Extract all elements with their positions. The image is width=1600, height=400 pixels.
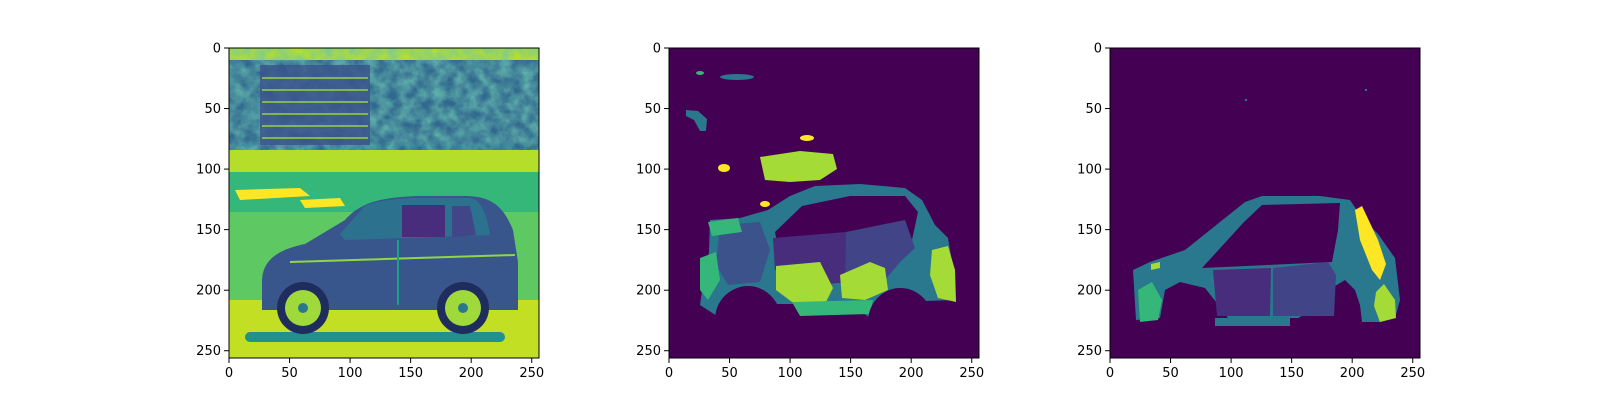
- gt-door-front: [1213, 268, 1271, 316]
- x-tick-label: 50: [721, 366, 738, 381]
- image-panel-prediction: 0 50 100 150 200 250 0 50 100 150 200 250: [636, 42, 984, 382]
- x-tick-label: 150: [1279, 366, 1304, 381]
- photo-hub-rear: [458, 303, 468, 313]
- y-tick-label: 150: [196, 223, 221, 238]
- x-tick-label: 200: [1340, 366, 1365, 381]
- pred-blob: [760, 201, 770, 207]
- gt-speck: [1365, 89, 1367, 91]
- y-tick-label: 250: [636, 344, 661, 359]
- photo-car-window-2: [402, 205, 445, 237]
- pred-wheel-arch-front: [715, 286, 782, 358]
- y-tick-label: 200: [636, 284, 661, 299]
- photo-car-window-1: [355, 206, 395, 236]
- y-tick-label: 200: [196, 284, 221, 299]
- image-panel-photo: 0 50 100 150 200 250 0 50 100 150 200 250: [196, 42, 544, 382]
- pred-front-fender: [700, 252, 720, 300]
- y-tick-label: 150: [636, 223, 661, 238]
- gt-speck: [1245, 99, 1247, 101]
- pred-lower-1: [776, 262, 833, 302]
- x-tick-label: 250: [959, 366, 984, 381]
- pred-sill: [792, 300, 873, 316]
- photo-waterfront: [229, 150, 539, 172]
- pred-blob: [720, 74, 754, 80]
- prediction-heatmap: [669, 48, 979, 358]
- gt-yellow-pillar: [1355, 206, 1386, 280]
- pred-car-left: [716, 222, 770, 285]
- axes-frame: [228, 47, 540, 359]
- gt-front-fender: [1138, 282, 1162, 322]
- x-tick-label: 100: [778, 366, 803, 381]
- gt-rear-fender: [1374, 284, 1396, 322]
- y-tick-label: 0: [213, 42, 221, 57]
- y-tick-label: 50: [204, 102, 221, 117]
- x-tick-label: 200: [459, 366, 484, 381]
- photo-shadow: [245, 332, 505, 342]
- image-panel-ground-truth: 0 50 100 150 200 250 0 50 100 150 200 250: [1077, 42, 1425, 382]
- gt-mirror: [1151, 262, 1160, 270]
- x-tick-label: 100: [1219, 366, 1244, 381]
- pred-blob: [800, 135, 814, 141]
- pred-blob: [718, 164, 730, 172]
- x-tick-label: 150: [838, 366, 863, 381]
- x-tick-label: 0: [225, 366, 233, 381]
- x-tick-label: 150: [398, 366, 423, 381]
- y-tick-label: 250: [196, 344, 221, 359]
- photo-boats: [235, 188, 345, 208]
- pred-rear-fender: [930, 246, 956, 302]
- y-tick-label: 100: [196, 163, 221, 178]
- photo-car-crease: [289, 254, 516, 263]
- y-tick-label: 150: [1077, 223, 1102, 238]
- photo-heatmap: [229, 48, 539, 358]
- x-tick-label: 250: [519, 366, 544, 381]
- y-tick-label: 50: [644, 102, 661, 117]
- gt-door-rear: [1273, 262, 1336, 316]
- y-tick-label: 200: [1077, 284, 1102, 299]
- photo-car-window-3: [452, 206, 476, 237]
- x-tick-label: 0: [665, 366, 673, 381]
- y-tick-label: 100: [1077, 163, 1102, 178]
- photo-building-stripes: [262, 77, 368, 139]
- x-tick-label: 200: [899, 366, 924, 381]
- x-tick-label: 50: [1162, 366, 1179, 381]
- ground-truth-heatmap: [1110, 48, 1420, 358]
- y-tick-label: 0: [1094, 42, 1102, 57]
- pred-lower-2: [840, 262, 888, 300]
- x-tick-label: 0: [1106, 366, 1114, 381]
- pred-blob: [760, 151, 837, 182]
- pred-blob: [696, 71, 704, 75]
- axes-frame: [1109, 47, 1421, 359]
- x-tick-label: 50: [281, 366, 298, 381]
- x-tick-label: 100: [338, 366, 363, 381]
- gt-sill: [1215, 318, 1290, 326]
- photo-hub-front: [298, 303, 308, 313]
- pred-blob: [686, 110, 707, 131]
- y-tick-label: 250: [1077, 344, 1102, 359]
- y-tick-label: 50: [1085, 102, 1102, 117]
- gt-cabin: [1202, 203, 1340, 268]
- pred-wheel-arch-rear: [868, 288, 934, 358]
- axes-frame: [668, 47, 980, 359]
- y-tick-label: 0: [653, 42, 661, 57]
- pred-hood: [708, 218, 742, 236]
- y-tick-label: 100: [636, 163, 661, 178]
- x-tick-label: 250: [1400, 366, 1425, 381]
